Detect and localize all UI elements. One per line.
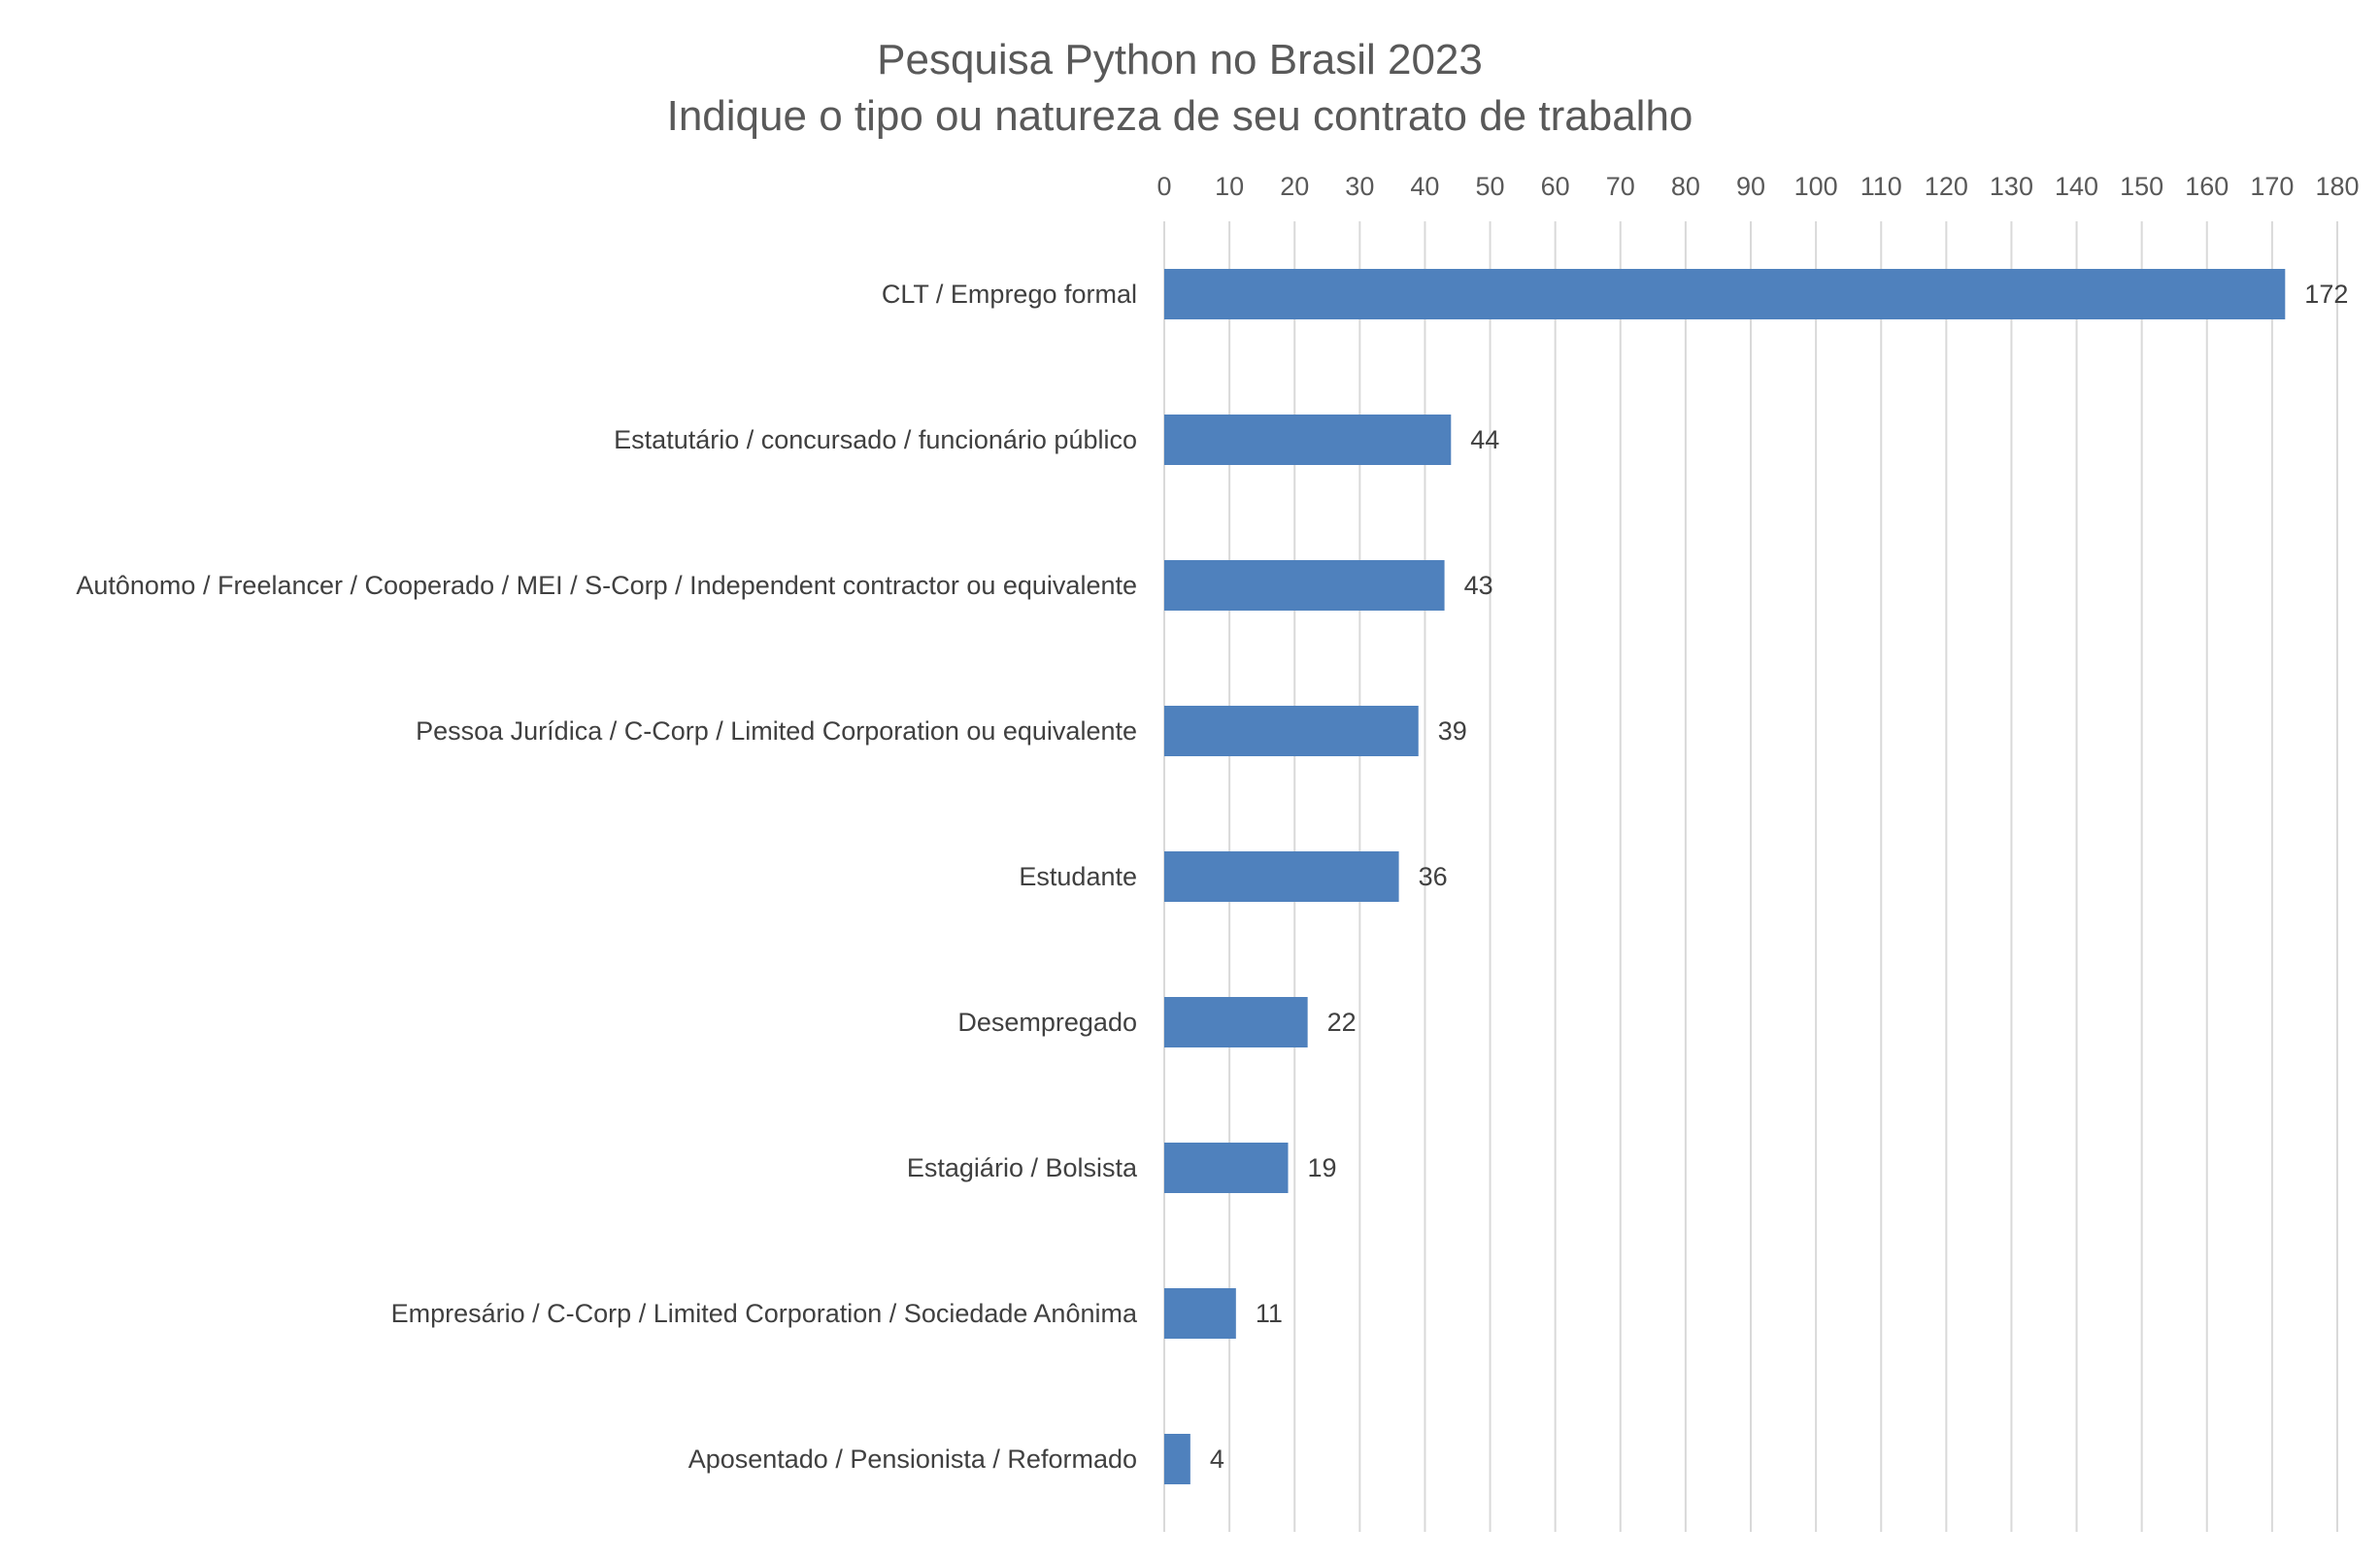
x-tick-label-130: 130 (1990, 172, 2033, 201)
x-tick-label-150: 150 (2120, 172, 2163, 201)
x-tick-label-90: 90 (1736, 172, 1765, 201)
data-label-1: 44 (1470, 425, 1499, 454)
x-tick-label-30: 30 (1345, 172, 1374, 201)
x-tick-label-10: 10 (1215, 172, 1244, 201)
category-labels: CLT / Emprego formal Estatutário / concur… (76, 280, 1138, 1474)
category-label-4: Estudante (1019, 862, 1137, 891)
data-label-0: 172 (2304, 280, 2348, 309)
category-label-1: Estatutário / concursado / funcionário p… (614, 425, 1137, 454)
data-label-7: 11 (1256, 1299, 1283, 1328)
x-tick-label-140: 140 (2055, 172, 2098, 201)
x-tick-label-80: 80 (1671, 172, 1700, 201)
chart-title: Pesquisa Python no Brasil 2023 (877, 36, 1483, 83)
bar-6 (1164, 1143, 1289, 1193)
data-labels: 172 44 43 39 36 22 19 11 4 (1210, 280, 2349, 1474)
data-label-3: 39 (1438, 716, 1467, 746)
x-axis-ticks: 0 10 20 30 40 50 60 70 80 90 100 110 120 130 140 150 160… (1156, 172, 2359, 201)
category-label-7: Empresário / C-Corp / Limited Corporatio… (391, 1299, 1138, 1328)
category-label-8: Aposentado / Pensionista / Reformado (688, 1445, 1137, 1474)
category-label-2: Autônomo / Freelancer / Cooperado / MEI … (76, 571, 1137, 600)
bar-3 (1164, 706, 1419, 756)
bar-1 (1164, 415, 1452, 465)
chart-titles: Pesquisa Python no Brasil 2023 Indique o… (667, 36, 1693, 140)
x-tick-label-100: 100 (1794, 172, 1838, 201)
data-label-5: 22 (1327, 1008, 1357, 1037)
category-label-3: Pessoa Jurídica / C-Corp / Limited Corpo… (416, 716, 1137, 746)
x-tick-label-120: 120 (1925, 172, 1968, 201)
data-label-4: 36 (1419, 862, 1448, 891)
bars (1164, 269, 2286, 1484)
gridlines (1163, 221, 2338, 1532)
data-label-2: 43 (1464, 571, 1493, 600)
x-tick-label-160: 160 (2185, 172, 2229, 201)
x-tick-label-50: 50 (1476, 172, 1505, 201)
x-tick-label-20: 20 (1280, 172, 1309, 201)
category-label-6: Estagiário / Bolsista (907, 1153, 1138, 1182)
bar-2 (1164, 560, 1445, 611)
bar-0 (1164, 269, 2286, 319)
x-tick-label-0: 0 (1156, 172, 1171, 201)
bar-5 (1164, 997, 1308, 1047)
bar-4 (1164, 851, 1399, 902)
x-tick-label-180: 180 (2315, 172, 2359, 201)
x-tick-label-40: 40 (1410, 172, 1439, 201)
x-tick-label-170: 170 (2250, 172, 2294, 201)
data-label-6: 19 (1308, 1153, 1337, 1182)
category-label-0: CLT / Emprego formal (882, 280, 1137, 309)
x-tick-label-60: 60 (1541, 172, 1570, 201)
bar-7 (1164, 1288, 1236, 1339)
category-label-5: Desempregado (957, 1008, 1137, 1037)
x-tick-label-110: 110 (1860, 172, 1902, 201)
data-label-8: 4 (1210, 1445, 1224, 1474)
bar-8 (1164, 1434, 1190, 1484)
x-tick-label-70: 70 (1606, 172, 1635, 201)
chart-subtitle: Indique o tipo ou natureza de seu contra… (667, 92, 1693, 140)
